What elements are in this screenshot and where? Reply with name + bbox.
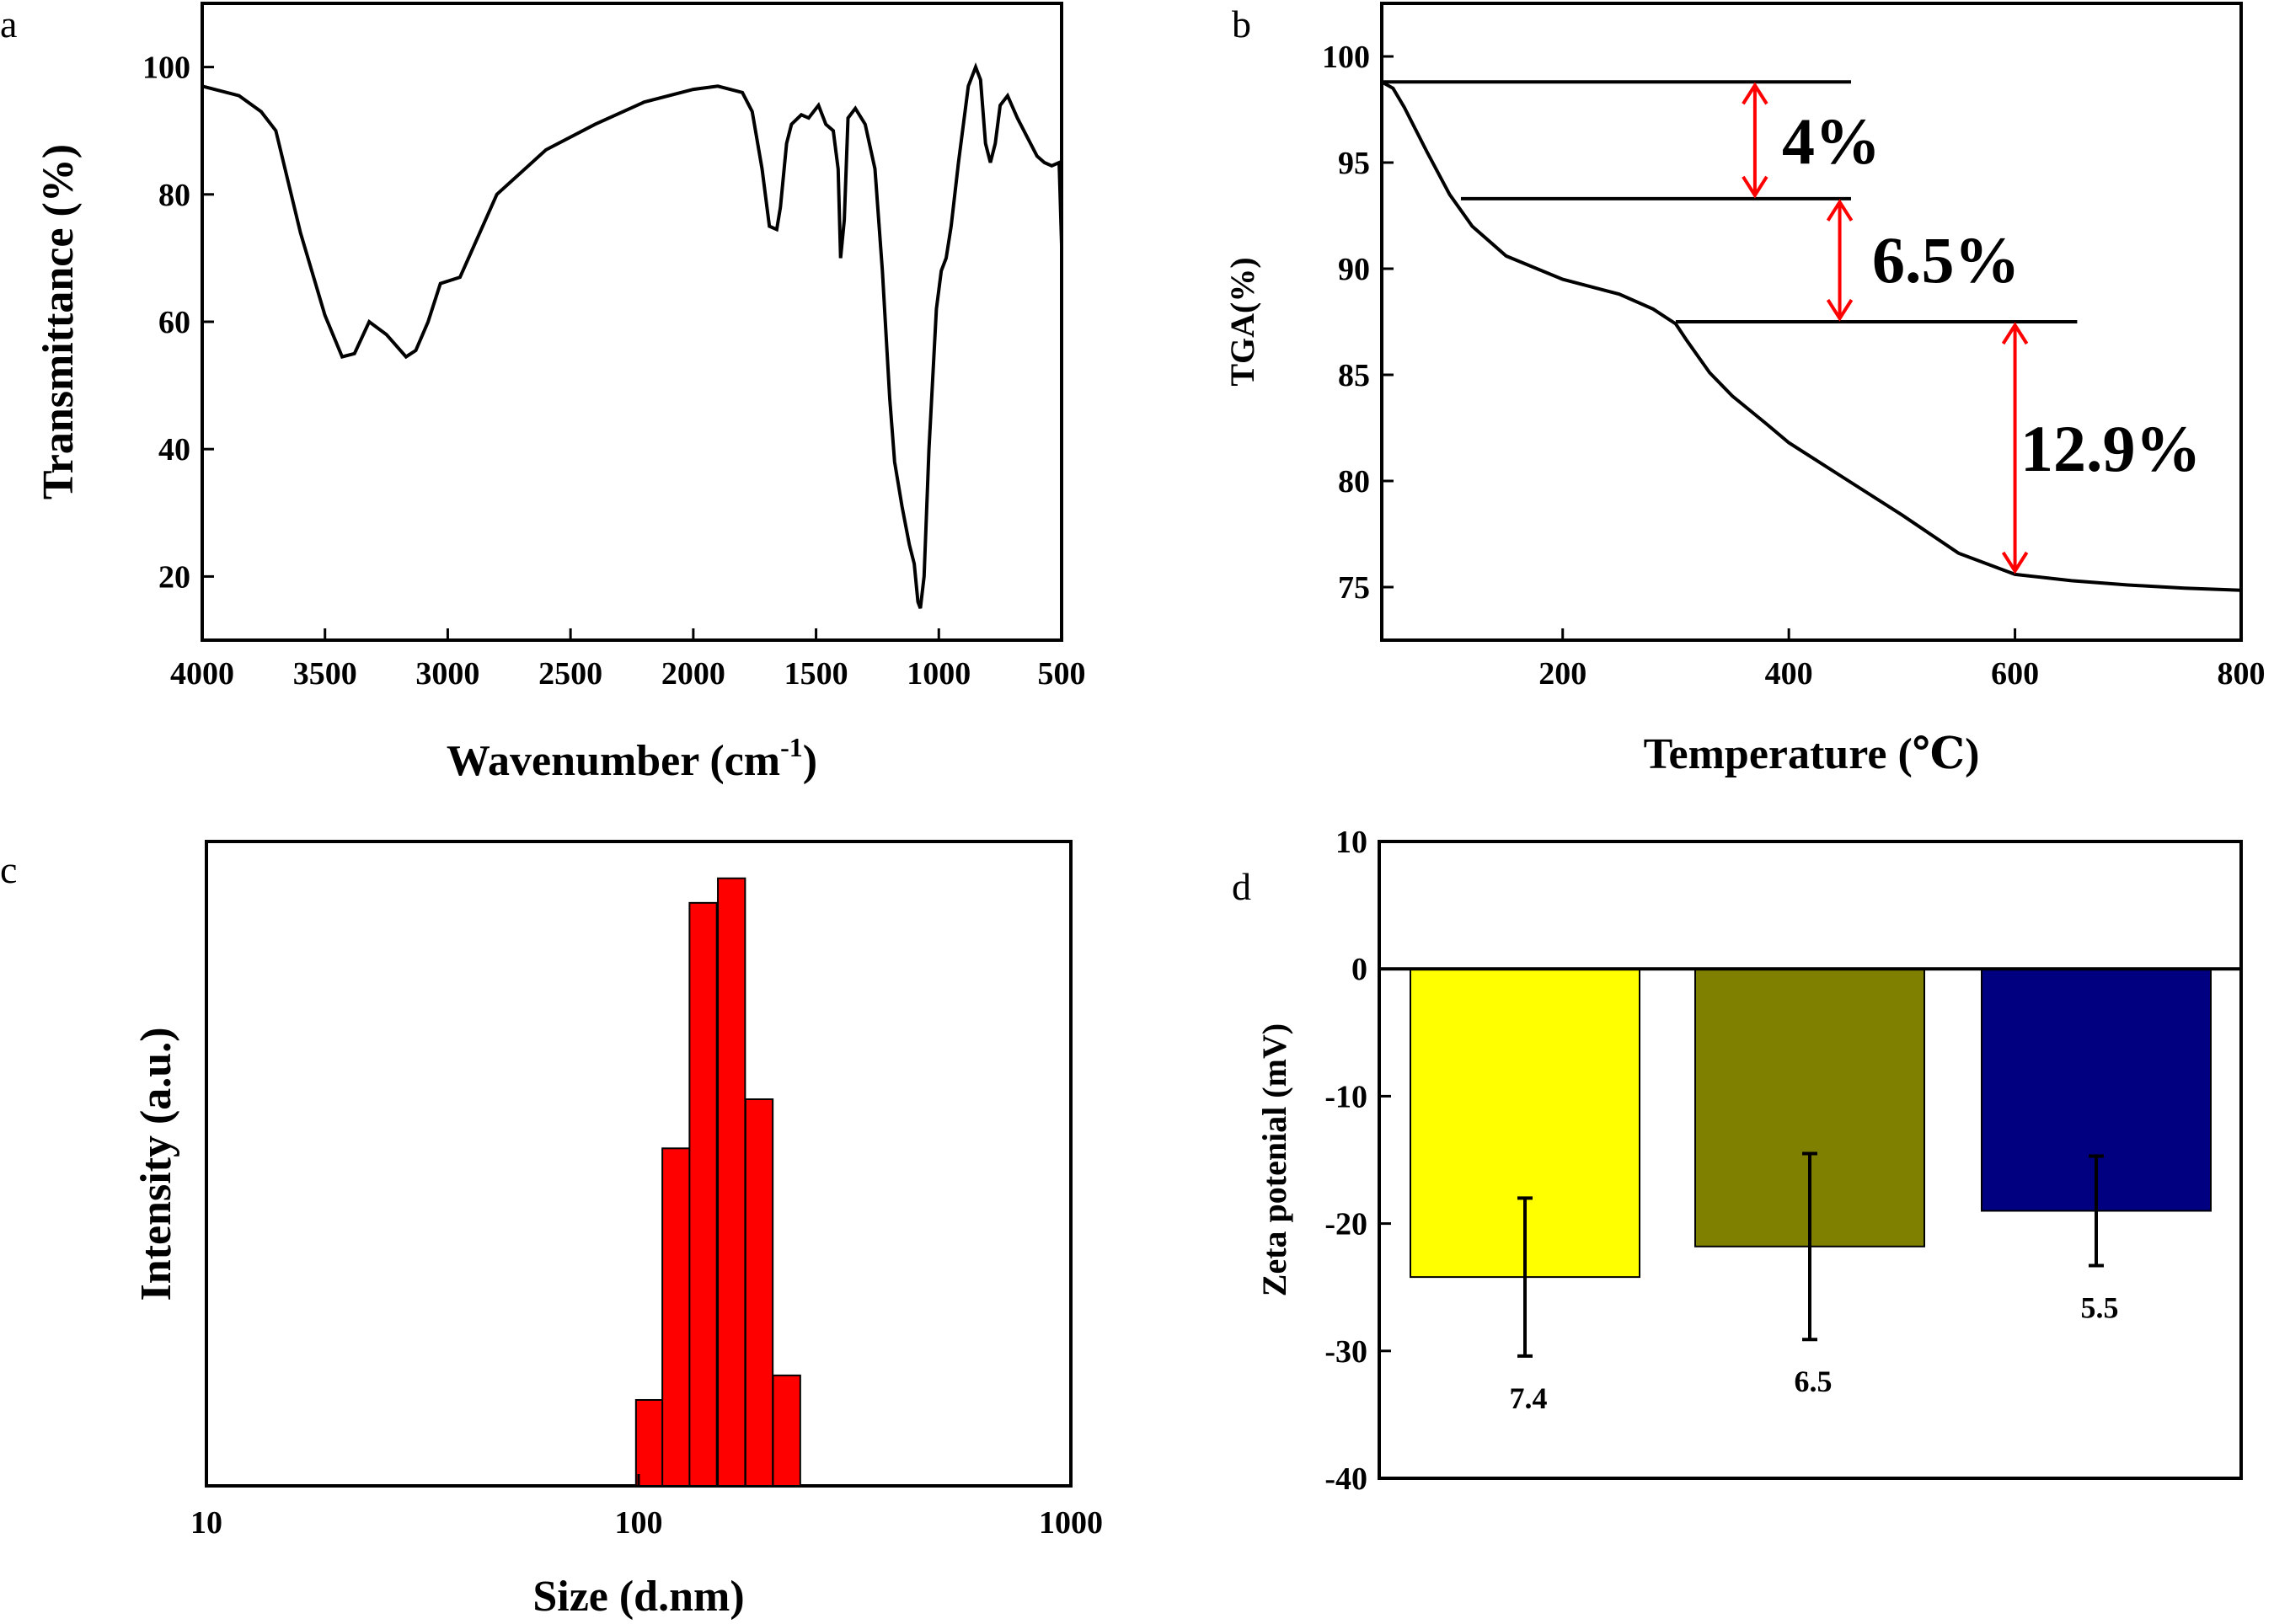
panel-d-y-tick-label: -20 bbox=[1324, 1207, 1367, 1242]
panel-c-bar bbox=[744, 1098, 774, 1487]
panel-d-y-tick-label: 0 bbox=[1351, 952, 1367, 987]
panel-c-bar bbox=[772, 1374, 801, 1488]
panel-b-arrow-head-up bbox=[1742, 82, 1768, 105]
panel-a-x-title-sup: -1 bbox=[780, 732, 803, 762]
panel-c-y-title: Intensity (a.u.) bbox=[132, 1027, 180, 1301]
panel-b-y-title: TGA(%) bbox=[1223, 257, 1261, 386]
panel-c-bar bbox=[634, 1399, 665, 1487]
panel-b-y-tick-label: 90 bbox=[1338, 252, 1370, 287]
panel-b-frame bbox=[1380, 2, 2243, 642]
panel-a-x-tick-label: 3000 bbox=[415, 656, 479, 692]
panel-c-bar bbox=[717, 877, 746, 1487]
panel-a-frame bbox=[201, 2, 1063, 642]
panel-a-x-tick-label: 2000 bbox=[661, 656, 725, 692]
panel-a-y-tick-label: 100 bbox=[142, 51, 190, 86]
panel-d-bar-label: 5.5 bbox=[2081, 1290, 2119, 1324]
panel-b-x-title: Temperature (℃) bbox=[1644, 730, 1980, 778]
panel-c-x-title: Size (d.nm) bbox=[532, 1573, 744, 1621]
panel-b-y-tick-label: 85 bbox=[1338, 358, 1370, 393]
panel-a-x-tick-label: 4000 bbox=[170, 656, 234, 692]
panel-d-y-tick-label: -30 bbox=[1324, 1334, 1367, 1370]
panel-b-loss-label: 6.5% bbox=[1872, 223, 2020, 296]
panel-b-arrow-head-up bbox=[1826, 199, 1854, 222]
panel-b-letter: b bbox=[1232, 3, 1251, 45]
panel-a-x-title-main: Wavenumber (cm bbox=[447, 737, 780, 785]
panel-a-x-tick-label: 1500 bbox=[784, 656, 848, 692]
panel-a-y-title: Transmittance (%) bbox=[35, 144, 83, 499]
panel-b-loss-label: 12.9% bbox=[2020, 412, 2202, 485]
panel-c-x-tick-label: 10 bbox=[190, 1505, 222, 1541]
panel-d-y-title: Zeta potenial (mV) bbox=[1255, 1023, 1293, 1296]
panel-a-y-tick-label: 20 bbox=[158, 559, 190, 595]
panel-b-tga-line bbox=[1381, 80, 2242, 592]
panel-a-y-tick-label: 40 bbox=[158, 432, 190, 467]
panel-d: 7.4 6.5 5.5 10 0 -10 -20 -30 -40 Zeta potenial … bbox=[1255, 825, 2243, 1497]
panel-a-x-tick-label: 500 bbox=[1038, 656, 1086, 692]
panel-b-y-tick-label: 75 bbox=[1338, 570, 1370, 606]
panel-b-y-tick-label: 95 bbox=[1338, 146, 1370, 181]
panel-a-y-tick-label: 80 bbox=[158, 178, 190, 213]
panel-c-frame bbox=[205, 840, 1073, 1488]
panel-d-bar-label: 6.5 bbox=[1795, 1365, 1833, 1398]
panel-b-x-tick-label: 200 bbox=[1538, 656, 1586, 692]
panel-b-x-tick-label: 400 bbox=[1765, 656, 1813, 692]
panel-b-x-tick-label: 600 bbox=[1991, 656, 2039, 692]
panel-a-letter: a bbox=[0, 3, 17, 45]
panel-b-y-tick-label: 100 bbox=[1322, 40, 1370, 75]
panel-a-x-tick-label: 1000 bbox=[907, 656, 971, 692]
panel-d-frame bbox=[1378, 840, 2243, 1480]
panel-b-x-tick-label: 800 bbox=[2218, 656, 2266, 692]
panel-a-ftir-line bbox=[201, 62, 1063, 609]
panel-c-letter: c bbox=[0, 848, 17, 891]
panel-b: 200 400 600 800 75 80 85 90 95 100 4% 6.5% 12.9% TG… bbox=[1223, 2, 2266, 778]
panel-c-x-tick-label: 1000 bbox=[1039, 1505, 1103, 1541]
panel-a: 4000 3500 3000 2500 2000 1500 1000 500 20 40 60 80 1… bbox=[35, 2, 1086, 785]
panel-b-arrow-head-down bbox=[2001, 551, 2029, 574]
panel-d-y-tick-label: 10 bbox=[1335, 825, 1367, 860]
panel-a-x-tick-label: 3500 bbox=[293, 656, 357, 692]
panel-d-y-tick-label: -10 bbox=[1324, 1079, 1367, 1114]
panel-b-y-tick-label: 80 bbox=[1338, 464, 1370, 499]
panel-a-x-title: Wavenumber (cm-1) bbox=[447, 732, 817, 785]
panel-a-x-title-end: ) bbox=[803, 737, 817, 785]
panel-b-arrow-head-down bbox=[1826, 298, 1854, 322]
panel-c-bar bbox=[661, 1147, 691, 1488]
panel-b-loss-label: 4% bbox=[1782, 104, 1881, 178]
panel-c-bar bbox=[688, 901, 718, 1488]
panel-d-bar-label: 7.4 bbox=[1510, 1381, 1548, 1415]
panel-b-arrow-head-up bbox=[2001, 322, 2029, 345]
panel-c: 10 100 1000 Intensity (a.u.) Size (d.nm) bbox=[132, 840, 1103, 1621]
panel-a-y-tick-label: 60 bbox=[158, 305, 190, 340]
panel-b-arrow-head-down bbox=[1742, 175, 1768, 199]
panel-a-x-tick-label: 2500 bbox=[538, 656, 602, 692]
panel-d-y-tick-label: -40 bbox=[1324, 1461, 1367, 1497]
panel-d-letter: d bbox=[1232, 865, 1251, 908]
panel-c-x-tick-label: 100 bbox=[615, 1505, 663, 1541]
